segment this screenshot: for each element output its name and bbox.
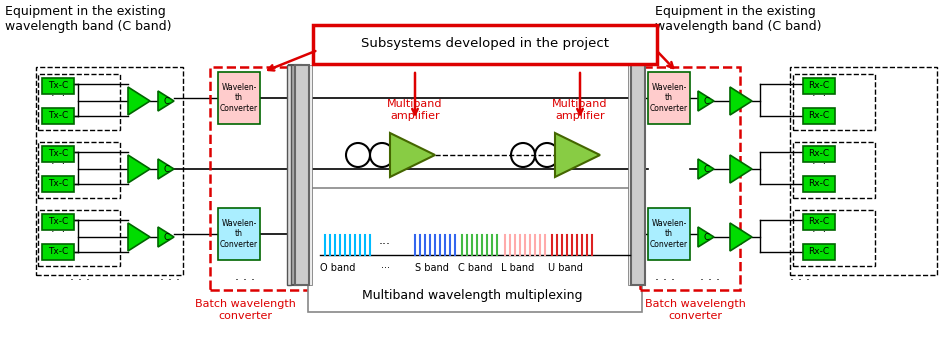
Text: Wavelen-
th
Converter: Wavelen- th Converter bbox=[220, 83, 258, 113]
Polygon shape bbox=[128, 223, 150, 251]
Text: Rx-C: Rx-C bbox=[808, 247, 829, 257]
FancyBboxPatch shape bbox=[313, 25, 657, 64]
Text: ···: ··· bbox=[381, 263, 390, 273]
Text: Tx-C: Tx-C bbox=[48, 247, 68, 257]
Text: Batch wavelength
converter: Batch wavelength converter bbox=[644, 299, 746, 321]
Polygon shape bbox=[698, 159, 714, 179]
Bar bbox=[42, 78, 74, 94]
Text: · · ·: · · · bbox=[655, 274, 675, 286]
Polygon shape bbox=[390, 133, 435, 177]
Text: ·  ·: · · bbox=[812, 91, 826, 101]
Bar bbox=[631, 65, 645, 285]
Text: ·  ·: · · bbox=[51, 227, 66, 237]
Polygon shape bbox=[730, 223, 752, 251]
Polygon shape bbox=[730, 155, 752, 183]
FancyBboxPatch shape bbox=[308, 188, 642, 312]
Text: ·  ·: · · bbox=[812, 159, 826, 169]
Polygon shape bbox=[158, 91, 174, 111]
Text: Rx-C: Rx-C bbox=[808, 112, 829, 120]
Text: Tx-C: Tx-C bbox=[48, 179, 68, 188]
Text: Tx-C: Tx-C bbox=[48, 81, 68, 91]
Polygon shape bbox=[158, 227, 174, 247]
Polygon shape bbox=[698, 227, 714, 247]
Polygon shape bbox=[698, 91, 714, 111]
Bar bbox=[803, 176, 835, 192]
Text: · · ·: · · · bbox=[790, 274, 810, 286]
Bar bbox=[648, 72, 690, 124]
Text: Rx-C: Rx-C bbox=[808, 149, 829, 159]
Text: ···: ··· bbox=[379, 239, 391, 252]
Polygon shape bbox=[158, 159, 174, 179]
Bar bbox=[803, 244, 835, 260]
Text: Wavelen-
th
Converter: Wavelen- th Converter bbox=[650, 83, 688, 113]
Text: C: C bbox=[703, 233, 709, 241]
Text: C band: C band bbox=[458, 263, 492, 273]
Bar bbox=[309, 65, 312, 285]
Bar bbox=[803, 108, 835, 124]
Text: Batch wavelength
converter: Batch wavelength converter bbox=[195, 299, 295, 321]
Text: Wavelen-
th
Converter: Wavelen- th Converter bbox=[650, 219, 688, 249]
Text: C: C bbox=[163, 164, 169, 174]
Text: Rx-C: Rx-C bbox=[808, 218, 829, 226]
Bar bbox=[803, 78, 835, 94]
Bar bbox=[287, 65, 291, 285]
Text: Multiband
amplifier: Multiband amplifier bbox=[552, 99, 608, 121]
Polygon shape bbox=[128, 155, 150, 183]
Text: Tx-C: Tx-C bbox=[48, 218, 68, 226]
Text: Tx-C: Tx-C bbox=[48, 149, 68, 159]
Text: C: C bbox=[703, 164, 709, 174]
Text: · · ·: · · · bbox=[700, 274, 720, 286]
Text: Equipment in the existing
wavelength band (C band): Equipment in the existing wavelength ban… bbox=[5, 5, 172, 33]
Bar bbox=[42, 108, 74, 124]
Text: Wavelen-
th
Converter: Wavelen- th Converter bbox=[220, 219, 258, 249]
Bar bbox=[628, 65, 631, 285]
Text: C: C bbox=[163, 233, 169, 241]
Bar bbox=[42, 214, 74, 230]
Text: · · ·: · · · bbox=[235, 274, 255, 286]
Bar bbox=[218, 208, 260, 260]
Bar bbox=[803, 146, 835, 162]
Text: Equipment in the existing
wavelength band (C band): Equipment in the existing wavelength ban… bbox=[655, 5, 822, 33]
Text: ·  ·: · · bbox=[51, 159, 66, 169]
Text: Tx-C: Tx-C bbox=[48, 112, 68, 120]
Polygon shape bbox=[555, 133, 600, 177]
Text: Subsystems developed in the project: Subsystems developed in the project bbox=[361, 38, 609, 51]
Text: Rx-C: Rx-C bbox=[808, 179, 829, 188]
Text: Multiband wavelength multiplexing: Multiband wavelength multiplexing bbox=[362, 288, 582, 301]
Text: ·  ·: · · bbox=[812, 227, 826, 237]
Text: Multiband
amplifier: Multiband amplifier bbox=[388, 99, 443, 121]
Text: ·  ·: · · bbox=[51, 91, 66, 101]
Text: U band: U band bbox=[547, 263, 582, 273]
Text: Rx-C: Rx-C bbox=[808, 81, 829, 91]
Polygon shape bbox=[730, 87, 752, 115]
Bar bbox=[42, 146, 74, 162]
Text: S band: S band bbox=[415, 263, 449, 273]
Bar bbox=[218, 72, 260, 124]
Bar bbox=[289, 65, 301, 285]
Bar bbox=[648, 208, 690, 260]
Text: · · ·: · · · bbox=[160, 274, 180, 286]
Bar bbox=[42, 244, 74, 260]
Polygon shape bbox=[128, 87, 150, 115]
Bar bbox=[42, 176, 74, 192]
Text: C: C bbox=[703, 97, 709, 105]
Text: L band: L band bbox=[502, 263, 535, 273]
Text: O band: O band bbox=[320, 263, 355, 273]
Bar bbox=[295, 65, 309, 285]
Text: C: C bbox=[163, 97, 169, 105]
Text: · · ·: · · · bbox=[70, 274, 90, 286]
Bar bbox=[803, 214, 835, 230]
